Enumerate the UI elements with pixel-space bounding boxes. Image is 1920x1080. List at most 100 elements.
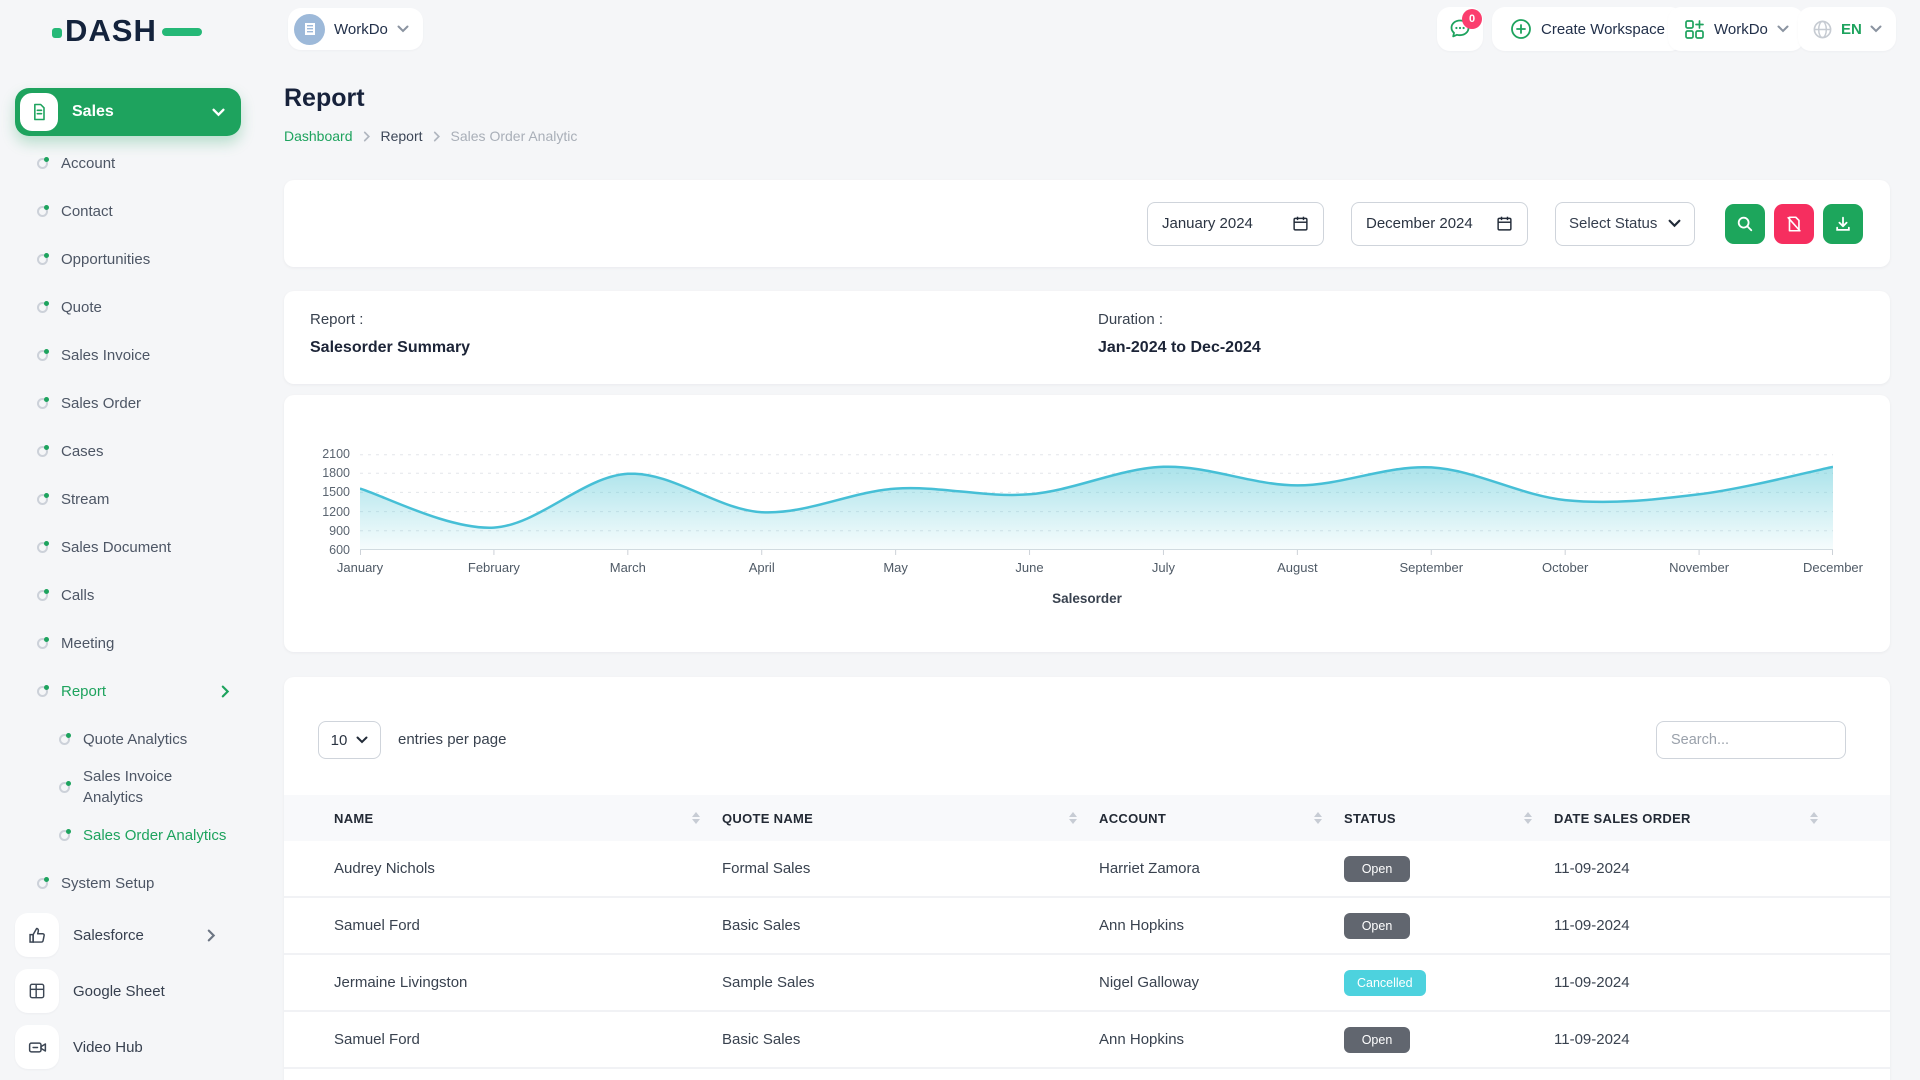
sidebar-item-label: Report	[61, 682, 107, 700]
column-label: QUOTE NAME	[722, 810, 814, 826]
sidebar-nav: Account Contact Opportunities Quote Sale…	[15, 139, 242, 907]
language-selector[interactable]: EN	[1798, 7, 1896, 51]
cell-quote-name: Formal Sales	[722, 860, 811, 877]
sidebar-item-sales-invoice-analytics[interactable]: Sales Invoice Analytics	[15, 763, 242, 811]
sidebar-item-sales-document[interactable]: Sales Document	[15, 523, 242, 571]
cell-quote-name: Basic Sales	[722, 917, 801, 934]
spreadsheet-icon	[15, 969, 59, 1013]
sidebar-item-sales-order[interactable]: Sales Order	[15, 379, 242, 427]
bullet-icon	[37, 348, 49, 361]
x-axis-label: January	[336, 560, 384, 575]
chevron-right-icon	[433, 131, 440, 141]
sidebar-item-system-setup[interactable]: System Setup	[15, 859, 242, 907]
breadcrumb-report-link[interactable]: Report	[380, 128, 423, 144]
workspace-selector[interactable]: WorkDo	[288, 8, 423, 50]
column-header-date-sales-order[interactable]: DATE SALES ORDER	[1554, 811, 1840, 826]
sidebar-item-label: System Setup	[61, 874, 155, 892]
column-header-name[interactable]: NAME	[334, 811, 722, 826]
status-badge: Cancelled	[1344, 969, 1426, 996]
cell-quote-name: Basic Sales	[722, 1031, 801, 1048]
cell-name: Audrey Nichols	[334, 860, 435, 877]
table-header: NAME QUOTE NAME ACCOUNT STATUS DATE SALE…	[284, 795, 1890, 841]
sort-icon	[1810, 812, 1818, 824]
notification-badge: 0	[1462, 9, 1482, 29]
sidebar-item-label: Account	[61, 154, 116, 172]
bullet-icon	[37, 204, 49, 217]
x-axis-label: November	[1669, 560, 1730, 575]
sidebar-item-label: Sales Invoice Analytics	[83, 768, 173, 806]
table-row[interactable]: Samuel Ford Basic Sales Ann Hopkins Open…	[284, 898, 1890, 955]
sidebar-item-sales-invoice[interactable]: Sales Invoice	[15, 331, 242, 379]
sidebar-item-calls[interactable]: Calls	[15, 571, 242, 619]
x-axis-label: February	[467, 560, 520, 575]
column-label: NAME	[334, 810, 374, 826]
start-date-input[interactable]: January 2024	[1147, 201, 1324, 246]
sort-icon	[692, 812, 700, 824]
sidebar-item-video-hub[interactable]: Video Hub	[15, 1019, 242, 1075]
entries-per-page-select[interactable]: 10	[318, 721, 381, 759]
sidebar-item-sales-order-analytics[interactable]: Sales Order Analytics	[15, 811, 242, 859]
table-row[interactable]: Audrey Nichols Formal Sales Harriet Zamo…	[284, 841, 1890, 898]
entries-per-page-label: entries per page	[398, 731, 507, 748]
sidebar-item-label: Sales Order	[61, 394, 142, 412]
sidebar-item-opportunities[interactable]: Opportunities	[15, 235, 242, 283]
chevron-down-icon	[212, 108, 225, 116]
x-axis-label: August	[1277, 560, 1318, 575]
table-row[interactable]: Jermaine Livingston Sample Sales Nigel G…	[284, 955, 1890, 1012]
sidebar-item-salesforce[interactable]: Salesforce	[15, 907, 242, 963]
bullet-icon	[59, 732, 71, 745]
sidebar-item-meeting[interactable]: Meeting	[15, 619, 242, 667]
sidebar-group-sales[interactable]: Sales	[15, 88, 241, 136]
sidebar-item-label: Quote	[61, 298, 102, 316]
notifications-button[interactable]: 0	[1437, 7, 1483, 51]
x-axis-label: October	[1542, 560, 1589, 575]
search-icon	[1737, 216, 1753, 231]
download-button[interactable]	[1823, 203, 1863, 244]
y-axis-tick: 600	[329, 543, 350, 557]
sidebar-item-account[interactable]: Account	[15, 139, 242, 187]
breadcrumb-dashboard-link[interactable]: Dashboard	[284, 128, 353, 144]
bullet-icon	[37, 156, 49, 169]
table-row[interactable]: Samuel Ford Basic Sales Ann Hopkins Open…	[284, 1012, 1890, 1069]
sidebar: Sales Account Contact Opportunities Quot…	[0, 58, 258, 1080]
column-label: ACCOUNT	[1099, 810, 1167, 826]
bullet-icon	[37, 396, 49, 409]
workspace-menu-button[interactable]: WorkDo	[1668, 7, 1804, 51]
table-search-input[interactable]	[1656, 721, 1846, 759]
sort-icon	[1524, 812, 1532, 824]
sidebar-item-label: Opportunities	[61, 250, 151, 268]
end-date-input[interactable]: December 2024	[1351, 201, 1528, 246]
download-icon	[1836, 216, 1850, 231]
column-header-quote-name[interactable]: QUOTE NAME	[722, 811, 1099, 826]
end-date-value: December 2024	[1366, 215, 1473, 232]
report-summary-left: Report : Salesorder Summary	[310, 311, 1890, 357]
column-header-account[interactable]: ACCOUNT	[1099, 811, 1344, 826]
logo-dash-bar	[161, 28, 202, 36]
dash-logo[interactable]: DASH	[52, 13, 202, 49]
video-camera-icon	[15, 1025, 59, 1069]
sidebar-item-quote-analytics[interactable]: Quote Analytics	[15, 715, 242, 763]
grid-plus-icon	[1685, 20, 1704, 39]
sidebar-item-label: Google Sheet	[73, 982, 165, 1000]
sidebar-item-report[interactable]: Report	[15, 667, 242, 715]
sidebar-item-quote[interactable]: Quote	[15, 283, 242, 331]
clear-filter-button[interactable]	[1774, 203, 1814, 244]
column-header-status[interactable]: STATUS	[1344, 811, 1554, 826]
report-value: Salesorder Summary	[310, 339, 471, 356]
cell-account: Harriet Zamora	[1099, 860, 1200, 877]
sidebar-item-cases[interactable]: Cases	[15, 427, 242, 475]
sidebar-item-google-sheet[interactable]: Google Sheet	[15, 963, 242, 1019]
apply-filter-button[interactable]	[1725, 203, 1765, 244]
create-workspace-button[interactable]: Create Workspace	[1492, 7, 1683, 51]
sidebar-item-stream[interactable]: Stream	[15, 475, 242, 523]
sidebar-item-label: Quote Analytics	[83, 730, 188, 748]
sidebar-item-contact[interactable]: Contact	[15, 187, 242, 235]
sidebar-item-label: Contact	[61, 202, 113, 220]
building-icon	[304, 23, 315, 35]
chart-card: 600 900 1200 1500 1800 2100 January February Ma…	[284, 395, 1890, 652]
x-axis-labels: January February March April May June July Augu…	[337, 560, 1863, 578]
y-axis-tick: 1500	[322, 485, 350, 500]
cell-date: 11-09-2024	[1554, 917, 1630, 934]
x-axis-label: September	[1399, 560, 1464, 575]
status-select[interactable]: Select Status	[1555, 201, 1695, 246]
